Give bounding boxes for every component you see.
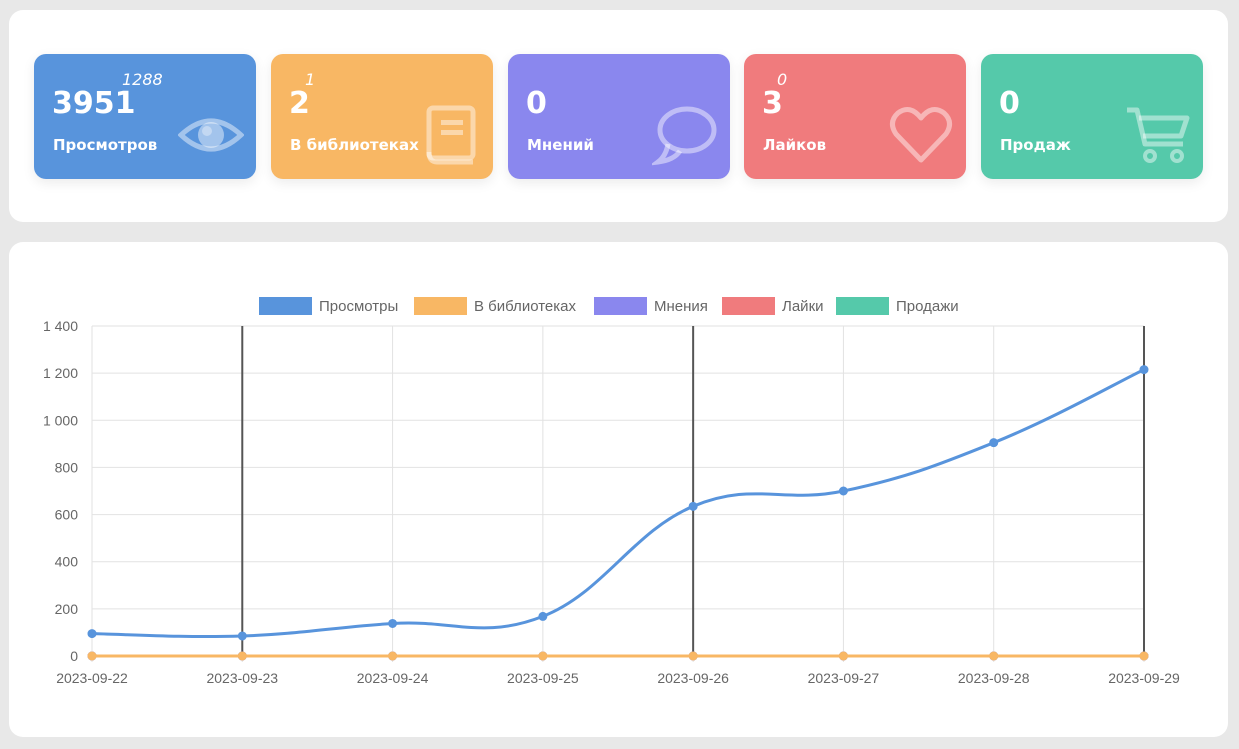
eye-icon [177,104,245,166]
stat-card-2: 0 Мнений [508,54,730,179]
data-point-0 [989,438,999,448]
y-tick-label: 1 000 [43,412,78,428]
stat-label: Мнений [527,136,594,154]
stat-card-3: 0 3 Лайков [744,54,966,179]
stat-label: В библиотеках [290,136,419,154]
data-point-0 [1139,365,1149,375]
data-point-0 [538,611,548,621]
cart-icon [1125,104,1191,166]
data-point-1 [237,651,247,661]
x-tick-label: 2023-09-22 [56,670,128,686]
heart-icon [888,104,954,166]
legend-swatch-3 [722,297,775,315]
legend-label-2: Мнения [654,298,708,315]
x-tick-label: 2023-09-27 [808,670,880,686]
y-tick-label: 800 [55,459,79,475]
stat-delta: 0 [777,70,788,89]
stat-label: Продаж [1000,136,1071,154]
y-tick-label: 1 200 [43,365,78,381]
data-point-1 [87,651,97,661]
stats-panel: 1288 3951 Просмотров 1 2 В библиотеках 0 Мнений… [9,10,1228,222]
data-point-0 [388,618,398,628]
data-point-1 [388,651,398,661]
y-tick-label: 600 [55,507,79,523]
stat-delta: 1 [305,70,316,89]
legend-label-3: Лайки [782,298,824,315]
x-tick-label: 2023-09-23 [206,670,278,686]
stat-card-4: 0 Продаж [981,54,1203,179]
data-point-1 [1139,651,1149,661]
stat-value: 2 [289,86,310,121]
data-point-0 [87,629,97,639]
x-tick-label: 2023-09-28 [958,670,1030,686]
stat-label: Просмотров [53,136,158,154]
stat-value: 3 [762,86,783,121]
series-line-0 [91,368,1145,639]
x-tick-label: 2023-09-25 [507,670,579,686]
data-point-0 [688,501,698,511]
legend-swatch-1 [414,297,467,315]
data-point-1 [838,651,848,661]
stat-value: 0 [526,86,547,121]
data-point-0 [838,486,848,496]
chart-panel: 0 200 400 600 800 1 000 1 200 1 400 2023-09-22 20… [9,242,1228,737]
book-icon [415,104,481,166]
x-tick-label: 2023-09-29 [1108,670,1180,686]
data-point-1 [688,651,698,661]
stat-label: Лайков [763,136,827,154]
x-tick-label: 2023-09-24 [357,670,429,686]
legend-label-0: Просмотры [319,298,398,315]
legend-swatch-0 [259,297,312,315]
stat-value: 0 [999,86,1020,121]
y-tick-label: 1 400 [43,318,78,334]
legend-label-4: Продажи [896,298,959,315]
y-tick-label: 400 [55,554,79,570]
x-tick-label: 2023-09-26 [657,670,729,686]
data-point-0 [237,631,247,641]
y-tick-label: 200 [55,601,79,617]
line-chart: 0 200 400 600 800 1 000 1 200 1 400 2023-09-22 20… [43,297,1180,686]
y-tick-label: 0 [70,648,78,664]
data-point-1 [989,651,999,661]
data-point-1 [538,651,548,661]
stat-value: 3951 [52,86,136,121]
legend-label-1: В библиотеках [474,298,576,315]
stat-delta: 1288 [122,70,163,89]
legend-swatch-4 [836,297,889,315]
stat-card-0: 1288 3951 Просмотров [34,54,256,179]
speech-bubble-icon [648,104,718,166]
legend-swatch-2 [594,297,647,315]
